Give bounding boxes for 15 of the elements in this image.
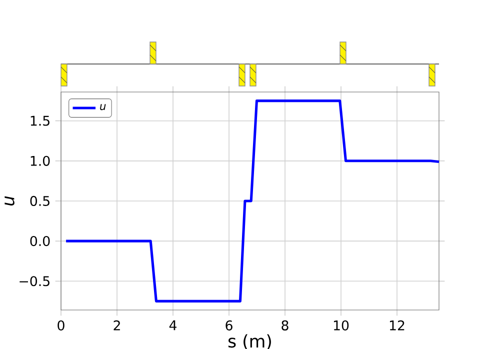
y-axis-title: u: [4, 196, 14, 206]
x-tick-label: 8: [282, 320, 288, 330]
y-tick-label: 0.5: [30, 196, 50, 206]
y-tick-label: −0.5: [20, 276, 50, 286]
x-tick-label: 0: [58, 320, 64, 330]
legend-label: u: [100, 104, 106, 110]
x-tick-label: 4: [169, 320, 176, 330]
x-tick-label: 12: [390, 320, 404, 330]
x-tick-label: 10: [334, 320, 349, 330]
x-tick-label: 6: [226, 320, 232, 330]
y-tick-label: 0.0: [30, 236, 50, 246]
x-tick-label: 2: [114, 320, 120, 330]
line-series: [64, 100, 439, 302]
y-tick-label: 1.5: [30, 116, 50, 126]
y-tick-label: 1.0: [30, 156, 50, 166]
